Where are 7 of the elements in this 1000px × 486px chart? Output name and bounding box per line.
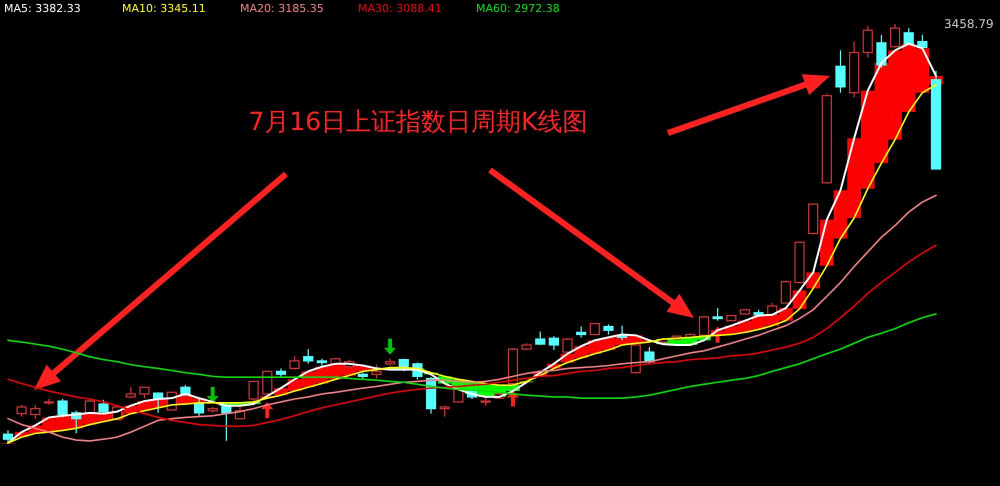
- text: 3458.79: [944, 17, 994, 31]
- text: MA5: 3382.33: [4, 2, 81, 15]
- text: 7月16日上证指数日周期K线图: [248, 107, 588, 136]
- text: MA30: 3088.41: [358, 2, 442, 15]
- text: MA10: 3345.11: [122, 2, 206, 15]
- text: MA20: 3185.35: [240, 2, 324, 15]
- text: MA60: 2972.38: [476, 2, 560, 15]
